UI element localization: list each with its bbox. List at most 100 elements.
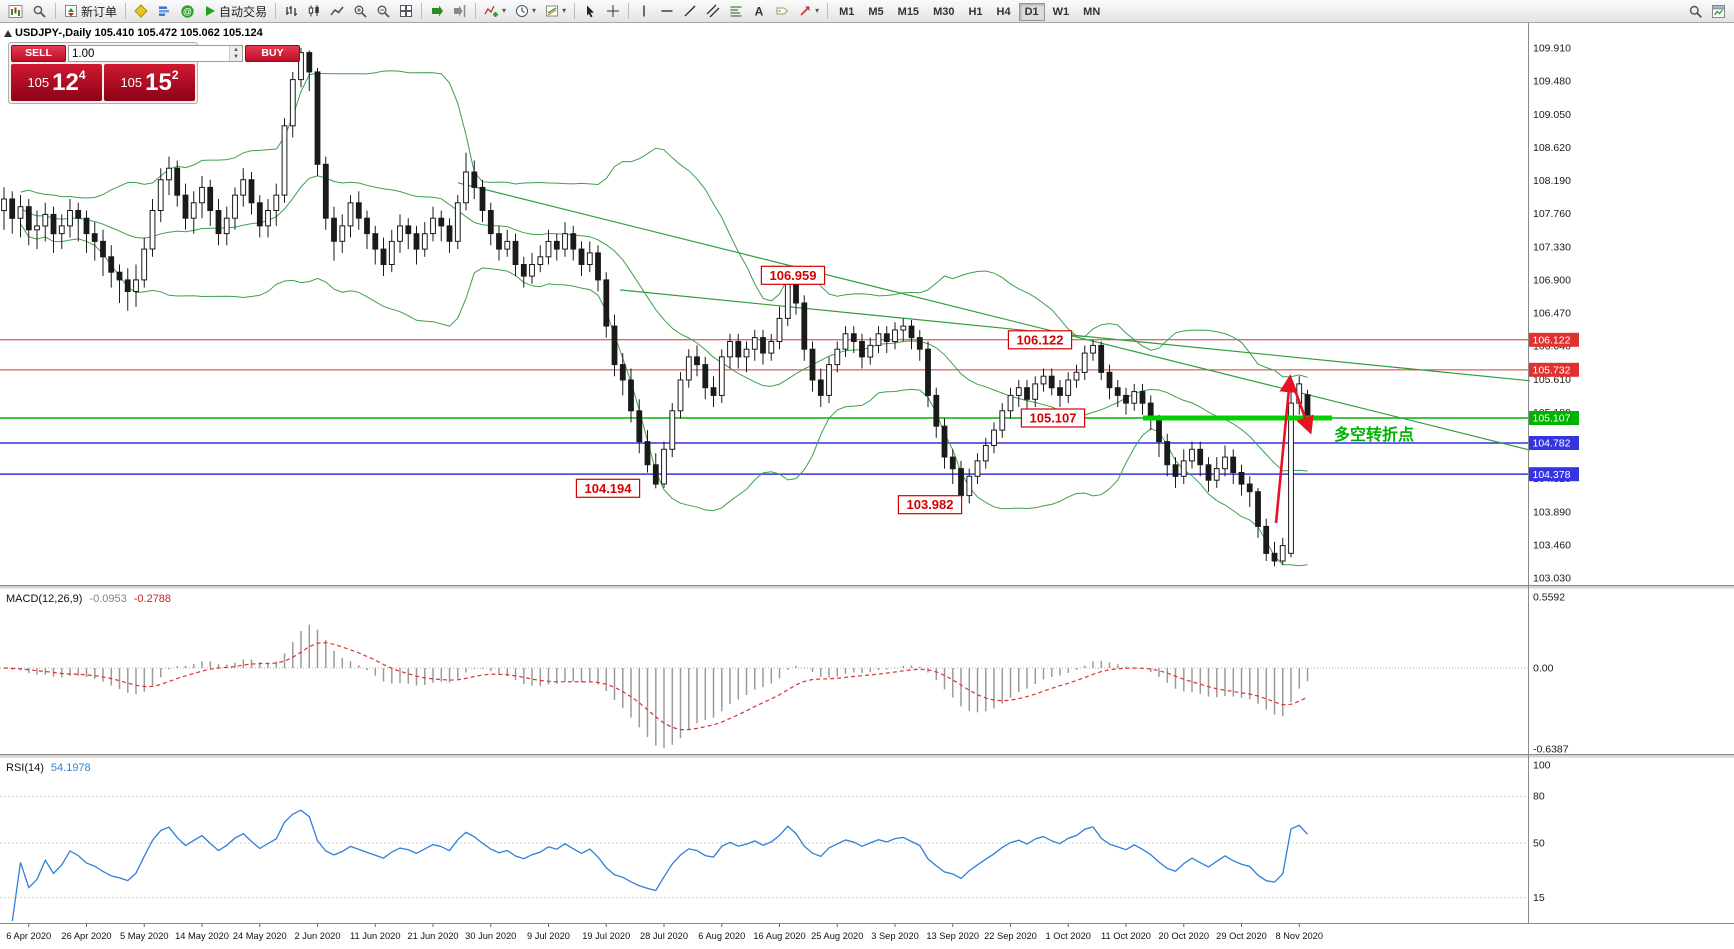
buy-button[interactable]: BUY: [245, 45, 300, 62]
metaeditor-button[interactable]: [130, 1, 152, 21]
workspace-button[interactable]: [1707, 1, 1730, 21]
bollinger-middle: [20, 175, 1308, 472]
auto-trading-play-icon: [206, 6, 216, 16]
line-chart-mode-button[interactable]: [326, 1, 348, 21]
price-axis-label: 106.900: [1533, 274, 1571, 286]
volume-spinner: ▲ ▼: [229, 46, 242, 61]
timeframe-M5[interactable]: M5: [862, 3, 889, 21]
svg-text:104.378: 104.378: [1533, 469, 1571, 481]
timeframe-D1[interactable]: D1: [1018, 2, 1045, 21]
market-depth-icon: [159, 6, 170, 16]
bollinger-upper: [20, 70, 1308, 378]
crosshair-tool-button[interactable]: [602, 1, 624, 21]
timeframe-M1[interactable]: M1: [833, 3, 860, 21]
date-label: 6 Aug 2020: [698, 931, 745, 941]
red-arrow-up[interactable]: [1274, 374, 1298, 524]
periods-clock-icon: [516, 5, 529, 17]
date-label: 3 Sep 2020: [871, 931, 919, 941]
date-label: 22 Sep 2020: [984, 931, 1037, 941]
timeframe-M30[interactable]: M30: [927, 3, 960, 21]
cursor-icon: [587, 5, 595, 18]
market-depth-button[interactable]: [153, 1, 175, 21]
price-axis-layer: 109.910 109.480 109.050 108.620 108.190 107.7…: [1529, 43, 1579, 904]
price-callout[interactable]: 103.982: [897, 495, 963, 515]
chart-shift-button[interactable]: [449, 1, 471, 21]
trendline-tool-button[interactable]: [679, 1, 701, 21]
mql5-community-button[interactable]: @: [176, 1, 199, 21]
auto-scroll-button[interactable]: [426, 1, 448, 21]
price-axis-label: 108.190: [1533, 175, 1571, 187]
volume-input[interactable]: [69, 46, 229, 61]
zoom-in-button[interactable]: [349, 1, 371, 21]
timeframe-M15[interactable]: M15: [892, 3, 925, 21]
timeframe-H4[interactable]: H4: [991, 3, 1017, 21]
timeframe-H1[interactable]: H1: [962, 3, 988, 21]
volume-down-button[interactable]: ▼: [230, 53, 242, 61]
chart-title: USDJPY-,Daily 105.410 105.472 105.062 10…: [15, 27, 263, 39]
price-callout[interactable]: 104.194: [575, 478, 641, 498]
trendline-1[interactable]: [457, 182, 1531, 451]
toolbar-separator: [421, 3, 423, 19]
crosshair-icon: [607, 5, 620, 17]
panel-collapse-icon[interactable]: [4, 30, 12, 37]
text-label-icon: [776, 7, 789, 15]
macd-axis-label: -0.6387: [1533, 744, 1569, 756]
toolbar-separator: [275, 3, 277, 19]
date-label: 2 Jun 2020: [294, 931, 340, 941]
new-order-button[interactable]: 新订单: [60, 1, 121, 21]
periods-button[interactable]: ▾: [511, 1, 540, 21]
new-chart-button[interactable]: [4, 1, 27, 21]
text-tool-button[interactable]: A: [748, 1, 770, 21]
sell-price[interactable]: 105 12 4: [11, 64, 102, 101]
price-axis-label: 106.470: [1533, 308, 1571, 320]
label-tool-button[interactable]: [771, 1, 793, 21]
auto-trading-button[interactable]: 自动交易: [200, 1, 271, 21]
timeframe-W1[interactable]: W1: [1047, 3, 1076, 21]
turning-point-label[interactable]: 多空转折点: [1334, 425, 1414, 444]
timeframe-MN[interactable]: MN: [1077, 3, 1106, 21]
price-axis-label: 103.890: [1533, 506, 1571, 518]
price-callout[interactable]: 106.959: [760, 265, 826, 285]
indicators-button[interactable]: ▾: [480, 1, 510, 21]
sell-price-prefix: 105: [27, 75, 50, 90]
price-tag: [1529, 436, 1579, 450]
price-tag: [1529, 332, 1579, 347]
arrows-tool-button[interactable]: ▾: [794, 1, 823, 21]
bar-chart-mode-button[interactable]: [280, 1, 302, 21]
zoom-out-button[interactable]: [372, 1, 394, 21]
buy-price-pip: 2: [171, 68, 179, 82]
rsi-panel-layer: [0, 795, 1528, 922]
price-callout[interactable]: 106.122: [1007, 330, 1073, 350]
date-label: 21 Jun 2020: [407, 931, 458, 941]
candlestick-mode-button[interactable]: [303, 1, 325, 21]
vertical-line-tool-button[interactable]: [633, 1, 655, 21]
arrow-object-icon: [800, 6, 810, 16]
chart-preview-icon: [33, 5, 46, 18]
chart-canvas[interactable]: 多空转折点 106.959 106.122 105.107 104.194 103.982…: [0, 23, 1734, 949]
rsi-label: RSI(14) 54.1978: [6, 762, 91, 774]
cursor-tool-button[interactable]: [579, 1, 601, 21]
templates-button[interactable]: ▾: [541, 1, 570, 21]
new-order-label: 新订单: [81, 4, 118, 19]
separator-bar[interactable]: [0, 586, 1734, 589]
separator-bar[interactable]: [0, 755, 1734, 758]
search-button[interactable]: [1684, 1, 1707, 21]
volume-up-button[interactable]: ▲: [230, 46, 242, 54]
fibonacci-tool-button[interactable]: [725, 1, 747, 21]
channel-tool-button[interactable]: [702, 1, 724, 21]
macd-panel-layer: [0, 624, 1528, 748]
price-callout[interactable]: 105.107: [1020, 408, 1086, 428]
svg-text:106.122: 106.122: [1017, 332, 1064, 347]
templates-icon: [546, 5, 559, 17]
buy-price[interactable]: 105 15 2: [104, 64, 195, 101]
sell-button[interactable]: SELL: [11, 45, 66, 62]
trendline-2[interactable]: [619, 289, 1531, 382]
date-label: 19 Jul 2020: [582, 931, 630, 941]
candles-layer: [1, 48, 1311, 567]
horizontal-line-tool-button[interactable]: [656, 1, 678, 21]
price-axis-label: 109.050: [1533, 109, 1571, 121]
chart-preview-button[interactable]: [28, 1, 51, 21]
red-arrow-down[interactable]: [1290, 381, 1314, 435]
date-label: 25 Aug 2020: [811, 931, 863, 941]
tile-windows-button[interactable]: [395, 1, 417, 21]
